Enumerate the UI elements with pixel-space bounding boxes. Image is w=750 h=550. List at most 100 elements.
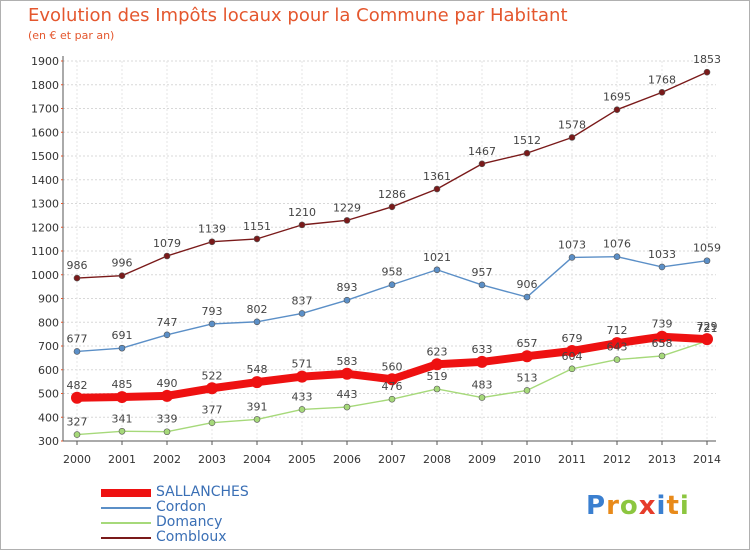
data-label-cordon: 802 — [247, 303, 268, 316]
data-label-sallanches: 729 — [697, 320, 718, 333]
data-point-cordon — [388, 281, 396, 289]
data-label-combloux: 1079 — [153, 237, 181, 250]
y-tick-label: 400 — [38, 411, 59, 424]
grid-lines — [63, 60, 716, 442]
x-tick-label: 2004 — [243, 453, 271, 466]
data-label-domancy: 604 — [562, 350, 583, 363]
legend-label: Combloux — [156, 529, 227, 545]
data-label-sallanches: 548 — [247, 363, 268, 376]
data-label-cordon: 1021 — [423, 251, 451, 264]
data-point-sallanches — [386, 373, 398, 386]
data-label-cordon: 893 — [337, 281, 358, 294]
data-label-domancy: 339 — [157, 413, 178, 426]
data-label-sallanches: 739 — [652, 318, 673, 331]
data-label-sallanches: 679 — [562, 332, 583, 345]
data-label-cordon: 1059 — [693, 242, 721, 255]
data-point-cordon — [298, 310, 306, 317]
data-point-domancy — [163, 428, 171, 436]
data-label-sallanches: 623 — [427, 345, 448, 358]
data-point-cordon — [118, 344, 126, 352]
data-label-domancy: 443 — [337, 388, 358, 401]
data-point-domancy — [478, 394, 486, 401]
data-point-sallanches — [71, 391, 83, 404]
data-label-sallanches: 485 — [112, 378, 133, 391]
data-label-combloux: 1151 — [243, 220, 271, 233]
data-point-cordon — [478, 281, 486, 289]
data-label-sallanches: 583 — [337, 355, 358, 368]
data-point-combloux — [388, 203, 396, 211]
data-point-cordon — [613, 253, 621, 260]
data-point-combloux — [163, 252, 171, 260]
data-point-domancy — [208, 419, 216, 427]
data-label-sallanches: 633 — [472, 343, 493, 356]
y-tick-label: 500 — [38, 388, 59, 401]
data-point-cordon — [163, 331, 171, 339]
data-label-cordon: 906 — [517, 278, 538, 291]
data-point-cordon — [73, 348, 81, 355]
data-point-cordon — [703, 257, 711, 265]
data-point-domancy — [343, 403, 351, 411]
data-point-combloux — [118, 272, 126, 280]
data-point-combloux — [523, 149, 531, 157]
data-label-combloux: 1210 — [288, 206, 316, 219]
data-point-combloux — [253, 235, 261, 243]
legend-swatch — [101, 489, 151, 497]
data-point-sallanches — [701, 333, 713, 346]
y-tick-label: 700 — [38, 340, 59, 353]
data-point-combloux — [343, 217, 351, 224]
x-tick-label: 2000 — [63, 453, 91, 466]
data-label-combloux: 1695 — [603, 91, 631, 104]
data-label-combloux: 1853 — [693, 53, 721, 66]
data-label-domancy: 327 — [67, 416, 88, 429]
x-tick-label: 2002 — [153, 453, 181, 466]
y-tick-label: 1100 — [31, 245, 59, 258]
x-tick-label: 2009 — [468, 453, 496, 466]
y-tick-label: 1300 — [31, 198, 59, 211]
data-label-domancy: 433 — [292, 390, 313, 403]
data-point-domancy — [253, 416, 261, 423]
data-point-domancy — [298, 406, 306, 413]
data-point-combloux — [433, 185, 441, 193]
data-point-sallanches — [206, 382, 218, 395]
data-label-domancy: 513 — [517, 371, 538, 384]
data-point-sallanches — [656, 330, 668, 343]
data-point-cordon — [253, 318, 261, 326]
x-tick-label: 2001 — [108, 453, 136, 466]
proxiti-logo: Proxiti — [586, 491, 690, 521]
chart-title: Evolution des Impôts locaux pour la Comm… — [28, 5, 568, 26]
data-point-domancy — [568, 365, 576, 373]
data-point-domancy — [613, 356, 621, 363]
x-tick-label: 2014 — [693, 453, 721, 466]
y-tick-label: 800 — [38, 316, 59, 329]
data-point-sallanches — [476, 355, 488, 368]
data-point-sallanches — [566, 344, 578, 357]
data-label-combloux: 1139 — [198, 223, 226, 236]
data-point-combloux — [613, 106, 621, 113]
y-tick-label: 900 — [38, 293, 59, 306]
data-point-sallanches — [611, 337, 623, 350]
data-point-combloux — [568, 134, 576, 141]
data-label-combloux: 1768 — [648, 73, 676, 86]
data-point-cordon — [433, 266, 441, 274]
data-label-sallanches: 571 — [292, 358, 313, 371]
x-tick-label: 2012 — [603, 453, 631, 466]
x-tick-label: 2011 — [558, 453, 586, 466]
data-point-combloux — [658, 89, 666, 96]
data-label-domancy: 483 — [472, 379, 493, 392]
data-label-cordon: 793 — [202, 305, 223, 318]
data-label-combloux: 1467 — [468, 145, 496, 158]
y-tick-label: 600 — [38, 364, 59, 377]
data-point-sallanches — [431, 358, 443, 371]
data-point-combloux — [208, 238, 216, 246]
data-label-combloux: 1512 — [513, 134, 541, 147]
data-label-domancy: 643 — [607, 341, 628, 354]
y-tick-label: 1700 — [31, 103, 59, 116]
y-tick-label: 1900 — [31, 55, 59, 68]
data-label-cordon: 1073 — [558, 238, 586, 251]
data-label-cordon: 1033 — [648, 248, 676, 261]
y-tick-label: 1600 — [31, 126, 59, 139]
data-label-sallanches: 522 — [202, 369, 223, 382]
x-tick-label: 2010 — [513, 453, 541, 466]
data-label-domancy: 391 — [247, 400, 268, 413]
x-tick-label: 2005 — [288, 453, 316, 466]
